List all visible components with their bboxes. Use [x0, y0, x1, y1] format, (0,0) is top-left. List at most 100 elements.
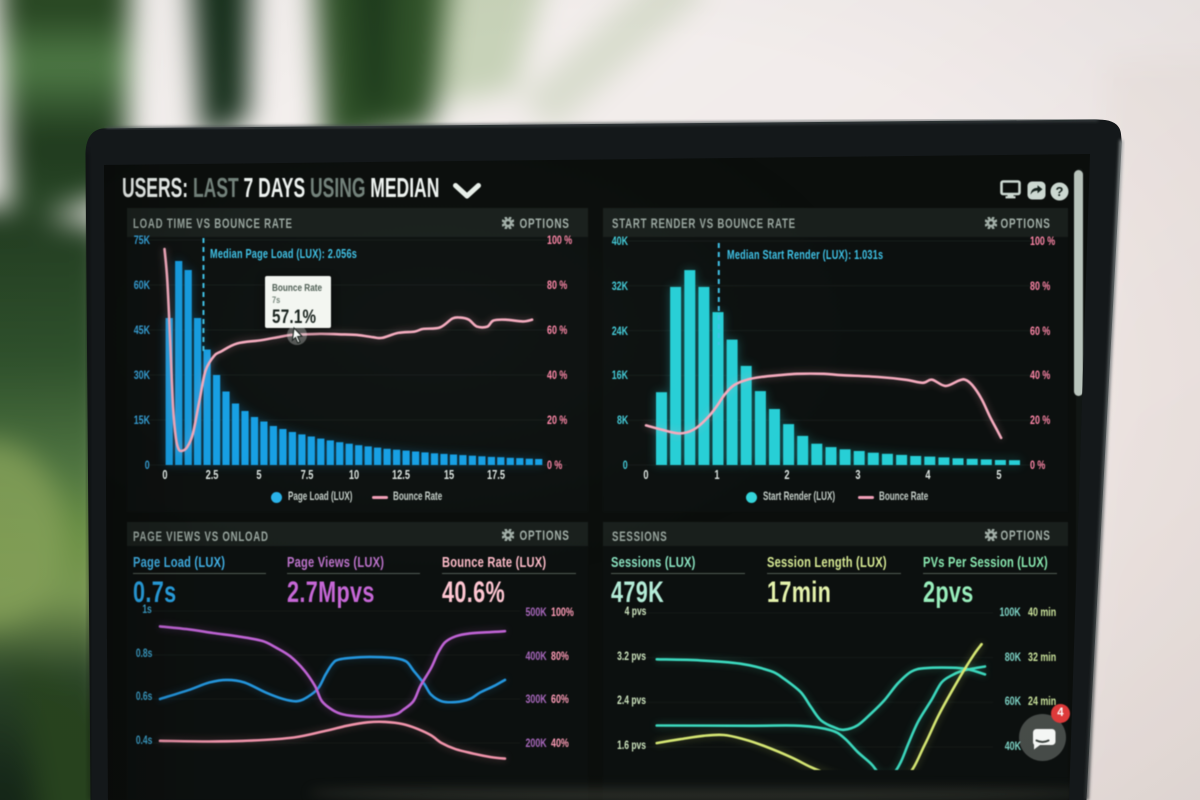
axis-label: 1s	[142, 604, 152, 616]
title-part: LAST	[188, 172, 239, 203]
metric-value: 2.7Mpvs	[287, 576, 375, 609]
panel-page-views-title: PAGE VIEWS VS ONLOAD	[133, 528, 269, 544]
share-icon[interactable]	[1027, 181, 1046, 200]
axis-label-row: 32 min	[1028, 651, 1066, 663]
dashboard-title[interactable]: USERS: LAST 7 DAYS USING MEDIAN	[122, 172, 439, 204]
line-Session Length (LUX)	[655, 642, 983, 770]
panel-sessions-body	[603, 546, 1068, 800]
axis-label: 100 %	[547, 233, 573, 247]
axis-label: 3	[855, 468, 861, 482]
axis-label: 40%	[550, 735, 569, 750]
line-Bounce Rate	[163, 247, 534, 453]
axis-label-row: 60K	[128, 279, 150, 291]
axis-label: 60 %	[547, 323, 568, 337]
axis-label-row: 300K	[518, 692, 547, 707]
metric-label: Bounce Rate (LUX)	[442, 554, 547, 571]
axis-label-row: 30K	[128, 369, 150, 381]
axis-label: 4	[925, 468, 931, 482]
axis-label-row: 400K	[518, 650, 546, 662]
title-part: USERS:	[122, 172, 189, 203]
panel-load-time-options-button[interactable]: OPTIONS	[519, 215, 570, 231]
axis-label-row: 15K	[128, 414, 150, 426]
axis-label-row: 100%	[551, 606, 582, 618]
scrollbar-track[interactable]	[1076, 168, 1083, 768]
axis-label-row: 80 %	[1030, 280, 1057, 292]
line-Bounce Rate	[644, 372, 1003, 440]
axis-label: 10	[348, 468, 360, 482]
chat-bubble-icon	[1033, 729, 1056, 750]
gear-icon[interactable]	[502, 528, 514, 541]
axis-label: 60K	[133, 278, 150, 292]
axis-label-row: 0.8s	[130, 647, 152, 661]
axis-label-row: 12.5	[389, 469, 413, 482]
axis-label-row: 100K	[992, 606, 1021, 618]
chevron-down-icon[interactable]	[453, 183, 481, 200]
panel-page-views-options-button[interactable]: OPTIONS	[519, 527, 570, 543]
mouse-cursor	[287, 325, 307, 345]
axis-label: 7.5	[300, 468, 314, 482]
gear-icon[interactable]	[985, 216, 997, 229]
axis-label-row: 0	[643, 469, 650, 482]
axis-label-row: 0	[143, 459, 150, 471]
panel-start-render-title: START RENDER VS BOUNCE RATE	[612, 215, 796, 231]
display-icon[interactable]	[1000, 180, 1021, 199]
axis-label-row: 20 %	[547, 414, 574, 426]
axis-label: 5	[256, 468, 262, 482]
axis-label-row: 3	[854, 469, 861, 482]
axis-label-row: 60%	[551, 693, 575, 705]
axis-label-row: 60 %	[547, 324, 574, 336]
panel-sessions-title: SESSIONS	[612, 528, 668, 544]
axis-label-row: 5	[256, 469, 263, 482]
bezel-rim-highlight	[1085, 139, 1123, 800]
panel-sessions-options-button[interactable]: OPTIONS	[1000, 527, 1051, 543]
axis-label: 100%	[550, 604, 574, 619]
line-PVs Per Session (LUX)	[655, 665, 987, 770]
metric-label: Sessions (LUX)	[611, 554, 696, 571]
axis-label: 80 %	[1030, 278, 1051, 293]
axis-label: 40K	[611, 234, 628, 248]
axis-label: 5	[996, 468, 1002, 482]
axis-label: 24 min	[1027, 694, 1056, 709]
axis-label-row: 16K	[606, 369, 628, 381]
chart2-median-annotation: Median Start Render (LUX): 1.031s	[727, 248, 884, 262]
axis-label-row: 40 %	[547, 369, 574, 381]
axis-label: 60%	[550, 692, 569, 707]
axis-label-row: 7.5	[298, 469, 315, 482]
axis-label: 16K	[611, 368, 628, 383]
scrollbar-thumb[interactable]	[1074, 170, 1083, 396]
axis-label: 80%	[550, 648, 569, 663]
help-icon[interactable]: ?	[1050, 182, 1069, 201]
metric-underline	[923, 573, 1057, 574]
axis-label: 100 %	[1030, 234, 1056, 248]
gear-icon[interactable]	[985, 528, 997, 541]
axis-label: 0 %	[1030, 458, 1046, 472]
metric-value: 40.6%	[442, 576, 506, 609]
axis-label: 24K	[611, 323, 628, 338]
axis-label-row: 1	[713, 469, 720, 482]
axis-label-row: 100 %	[1030, 235, 1064, 247]
axis-label: 40K	[1004, 738, 1021, 753]
axis-label: 200K	[525, 735, 547, 750]
axis-label-row: 15	[442, 469, 456, 482]
axis-label: 0.8s	[135, 647, 152, 660]
metric-value: 0.7s	[133, 576, 177, 609]
panel-start-render-options-button[interactable]: OPTIONS	[1000, 215, 1051, 231]
metric-underline	[611, 573, 745, 574]
axis-label: 500K	[525, 604, 547, 619]
page-views-chart	[152, 610, 520, 760]
axis-label: 45K	[133, 323, 150, 337]
axis-label-row: 200K	[518, 735, 547, 750]
title-part: 7 DAYS	[238, 172, 306, 203]
axis-label-row: 20 %	[1030, 414, 1057, 426]
chart2-legend[interactable]: Start Render (LUX) Bounce Rate	[746, 491, 931, 503]
axis-label: 3.2 pvs	[617, 650, 646, 663]
axis-label-row: 40K	[999, 740, 1021, 752]
gear-icon[interactable]	[502, 216, 514, 229]
axis-label: 300K	[525, 692, 547, 707]
axis-label-row: 45K	[128, 324, 150, 336]
chart1-legend[interactable]: Page Load (LUX) Bounce Rate	[271, 491, 445, 503]
axis-label-row: 0 %	[1030, 459, 1051, 471]
chart1-median-annotation: Median Page Load (LUX): 2.056s	[210, 247, 358, 261]
axis-label: 8K	[616, 413, 628, 428]
axis-label-row: 75K	[128, 234, 150, 246]
